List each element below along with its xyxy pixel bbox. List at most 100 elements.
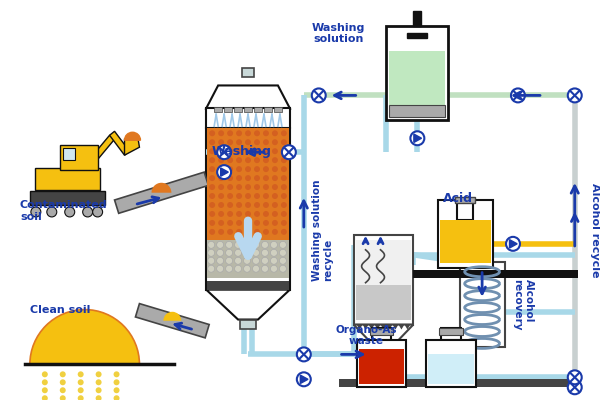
Circle shape xyxy=(209,157,215,163)
Circle shape xyxy=(272,175,278,181)
Circle shape xyxy=(218,220,224,226)
Circle shape xyxy=(245,130,251,136)
Circle shape xyxy=(254,157,260,163)
Bar xyxy=(207,240,289,278)
Circle shape xyxy=(236,166,242,172)
Circle shape xyxy=(235,265,242,272)
Circle shape xyxy=(217,249,224,256)
Circle shape xyxy=(272,148,278,154)
Bar xyxy=(206,108,290,128)
Circle shape xyxy=(262,241,268,248)
Circle shape xyxy=(511,89,525,102)
Circle shape xyxy=(253,241,259,248)
Circle shape xyxy=(263,202,269,208)
Text: Washing
solution: Washing solution xyxy=(312,23,365,44)
Polygon shape xyxy=(110,131,130,155)
Bar xyxy=(254,107,262,112)
Bar xyxy=(407,32,427,38)
Bar xyxy=(413,11,421,26)
Text: Alcohol
recovery: Alcohol recovery xyxy=(512,279,533,330)
Circle shape xyxy=(568,380,582,394)
Bar xyxy=(207,128,289,240)
Circle shape xyxy=(281,166,287,172)
Circle shape xyxy=(235,241,242,248)
Bar xyxy=(457,200,473,220)
Circle shape xyxy=(272,229,278,235)
Circle shape xyxy=(209,130,215,136)
Circle shape xyxy=(254,220,260,226)
Circle shape xyxy=(227,220,233,226)
Circle shape xyxy=(218,130,224,136)
Circle shape xyxy=(281,157,287,163)
Circle shape xyxy=(31,207,41,217)
Circle shape xyxy=(47,207,57,217)
Circle shape xyxy=(42,379,48,385)
Polygon shape xyxy=(414,134,422,142)
Circle shape xyxy=(281,211,287,217)
Polygon shape xyxy=(125,135,139,155)
Circle shape xyxy=(271,241,277,248)
Circle shape xyxy=(236,229,242,235)
Circle shape xyxy=(65,207,75,217)
Circle shape xyxy=(263,139,269,145)
Circle shape xyxy=(272,166,278,172)
Circle shape xyxy=(208,265,215,272)
Bar xyxy=(427,340,476,387)
Circle shape xyxy=(262,249,268,256)
Bar xyxy=(234,107,242,112)
Circle shape xyxy=(209,202,215,208)
Circle shape xyxy=(245,193,251,199)
Circle shape xyxy=(113,379,119,385)
Circle shape xyxy=(236,139,242,145)
Circle shape xyxy=(254,211,260,217)
Circle shape xyxy=(254,139,260,145)
Bar xyxy=(389,105,445,117)
Bar xyxy=(214,107,222,112)
Circle shape xyxy=(236,148,242,154)
Circle shape xyxy=(254,166,260,172)
Circle shape xyxy=(208,257,215,264)
Circle shape xyxy=(271,257,277,264)
Circle shape xyxy=(244,241,251,248)
Circle shape xyxy=(568,89,582,102)
Circle shape xyxy=(218,139,224,145)
Circle shape xyxy=(263,229,269,235)
Circle shape xyxy=(218,166,224,172)
Circle shape xyxy=(217,257,224,264)
Circle shape xyxy=(263,211,269,217)
Circle shape xyxy=(254,130,260,136)
Circle shape xyxy=(245,157,251,163)
Polygon shape xyxy=(353,324,413,349)
Circle shape xyxy=(272,220,278,226)
Circle shape xyxy=(236,175,242,181)
Circle shape xyxy=(95,379,101,385)
Circle shape xyxy=(281,202,287,208)
Polygon shape xyxy=(206,290,290,320)
Circle shape xyxy=(60,371,66,377)
Circle shape xyxy=(77,379,83,385)
Circle shape xyxy=(217,145,231,159)
Circle shape xyxy=(271,249,277,256)
Text: Acid: Acid xyxy=(443,192,473,205)
Circle shape xyxy=(227,211,233,217)
Circle shape xyxy=(60,387,66,393)
Circle shape xyxy=(218,229,224,235)
Polygon shape xyxy=(374,324,380,330)
Text: Washing: Washing xyxy=(211,145,271,158)
Circle shape xyxy=(254,229,260,235)
Circle shape xyxy=(217,241,224,248)
Circle shape xyxy=(218,193,224,199)
Circle shape xyxy=(218,157,224,163)
Circle shape xyxy=(272,202,278,208)
Circle shape xyxy=(568,371,582,384)
Bar xyxy=(389,51,445,105)
Circle shape xyxy=(42,371,48,377)
Circle shape xyxy=(209,193,215,199)
Text: Alcohol recycle: Alcohol recycle xyxy=(590,182,599,277)
Circle shape xyxy=(113,387,119,393)
Circle shape xyxy=(254,175,260,181)
Circle shape xyxy=(218,202,224,208)
Circle shape xyxy=(272,193,278,199)
Circle shape xyxy=(235,257,242,264)
Polygon shape xyxy=(206,85,290,108)
